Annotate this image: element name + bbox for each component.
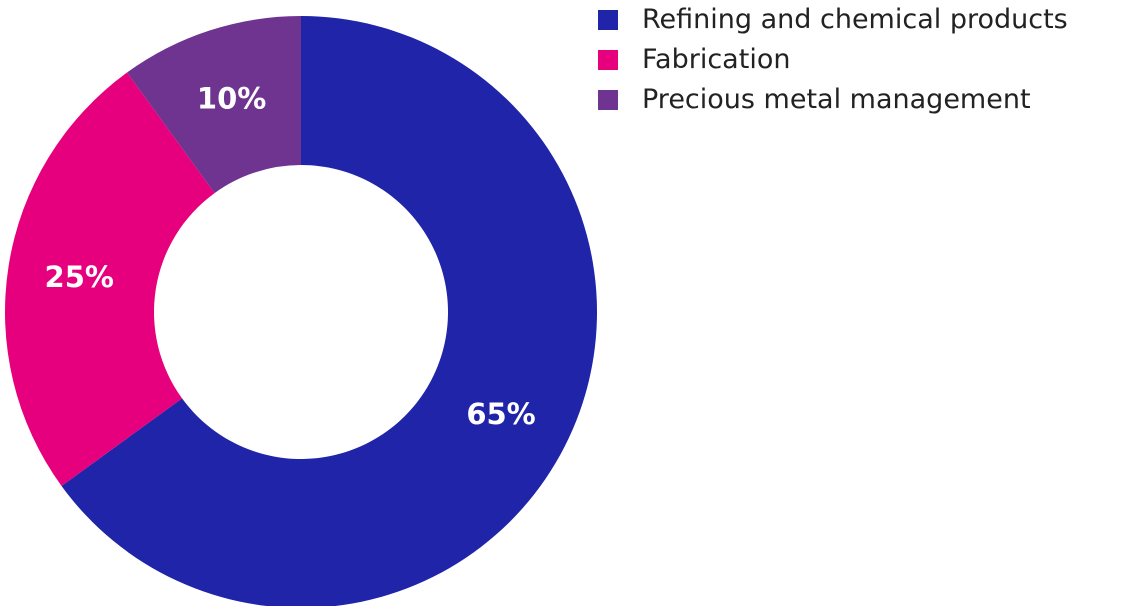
- legend-swatch-refining: [598, 10, 618, 30]
- donut-slice-labels: 65% 25% 10%: [45, 81, 536, 430]
- slice-label-precious-metal: 10%: [197, 81, 266, 115]
- legend-item-fabrication: Fabrication: [598, 40, 1068, 80]
- chart-legend: Refining and chemical products Fabricati…: [598, 0, 1068, 120]
- donut-slice-refining: [61, 16, 597, 606]
- donut-chart: 65% 25% 10%: [4, 16, 597, 606]
- legend-swatch-precious-metal: [598, 90, 618, 110]
- slice-label-fabrication: 25%: [45, 260, 114, 294]
- legend-label-precious-metal: Precious metal management: [642, 84, 1031, 115]
- donut-slice-precious-metal: [127, 16, 301, 194]
- legend-label-refining: Refining and chemical products: [642, 4, 1068, 35]
- legend-item-refining: Refining and chemical products: [598, 0, 1068, 40]
- legend-label-fabrication: Fabrication: [642, 44, 791, 75]
- slice-label-refining: 65%: [466, 397, 535, 431]
- legend-swatch-fabrication: [598, 50, 618, 70]
- legend-item-precious-metal: Precious metal management: [598, 80, 1068, 120]
- donut-slice-fabrication: [4, 72, 215, 486]
- donut-slices: [4, 16, 597, 606]
